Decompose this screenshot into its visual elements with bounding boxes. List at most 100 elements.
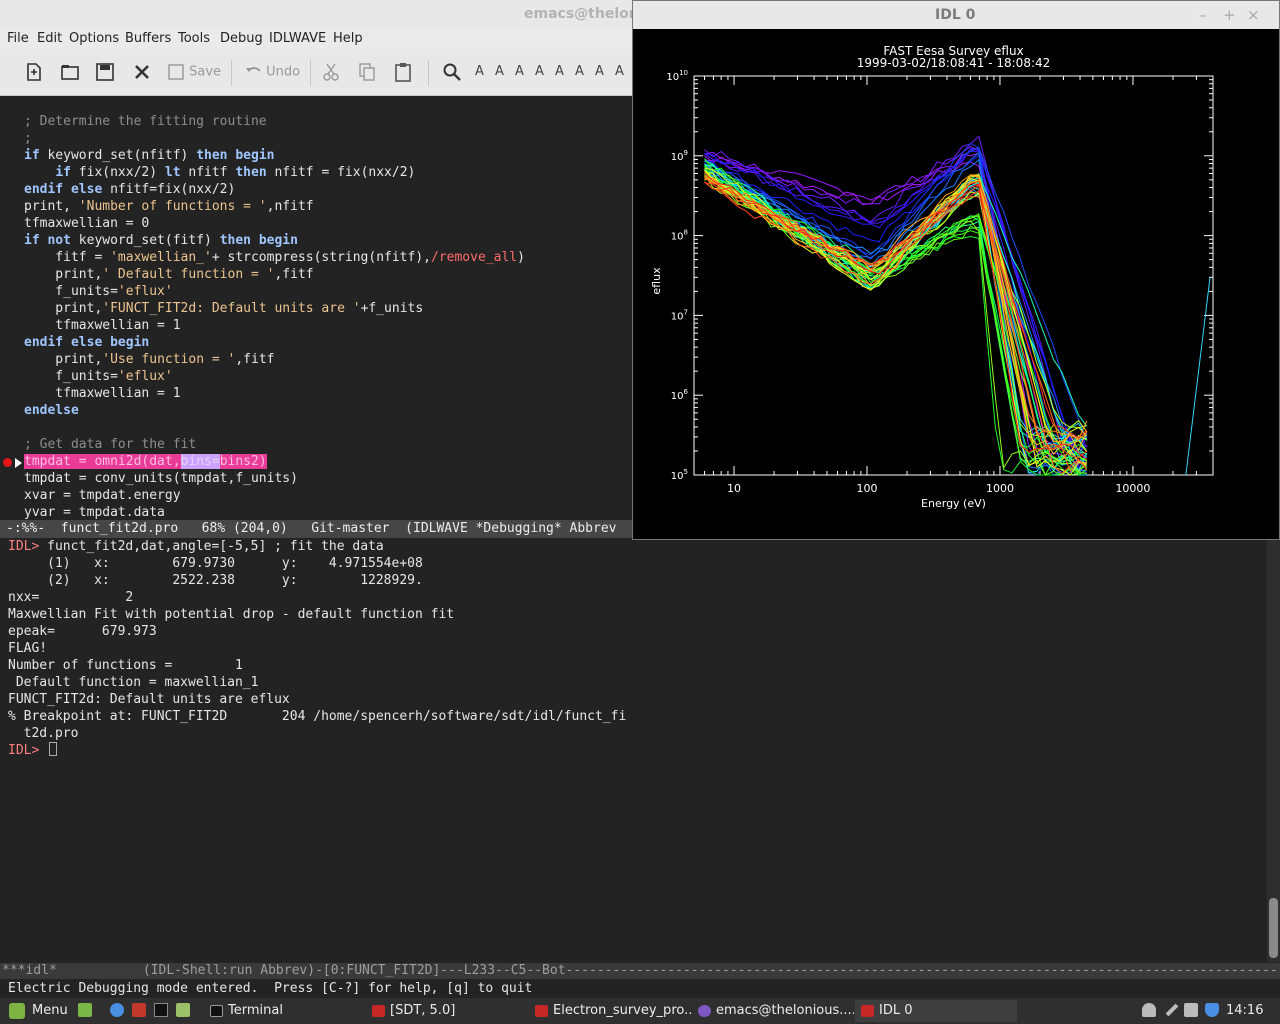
shell-text: FLAG!	[8, 641, 48, 656]
code-line[interactable]: tfmaxwellian = 1	[24, 385, 181, 402]
code-token: fix(nxx/2)	[70, 165, 165, 180]
menu-debug[interactable]: Debug	[220, 31, 263, 46]
code-token: endif else	[24, 182, 103, 197]
code-line[interactable]: f_units='eflux'	[24, 368, 173, 385]
user-icon[interactable]	[1142, 1003, 1156, 1017]
chart-subtitle: 1999-03-02/18:08:41 - 18:08:42	[857, 56, 1051, 70]
code-line[interactable]: yvar = tmpdat.data	[24, 504, 165, 521]
clock[interactable]: 14:16	[1226, 1003, 1264, 1018]
code-token: tfmaxwellian = 1	[24, 386, 181, 401]
code-line[interactable]: fitf = 'maxwellian_'+ strcompress(string…	[24, 249, 525, 266]
code-token: bins2)	[219, 454, 267, 469]
face-button[interactable]: A	[575, 64, 584, 79]
code-line[interactable]: if keyword_set(nfitf) then begin	[24, 147, 274, 164]
task-idl0[interactable]: IDL 0	[855, 1000, 1017, 1022]
search-icon[interactable]	[442, 62, 462, 84]
cut-icon[interactable]	[322, 62, 340, 84]
face-button[interactable]: A	[495, 64, 504, 79]
face-button[interactable]: A	[475, 64, 484, 79]
code-line[interactable]: tfmaxwellian = 1	[24, 317, 180, 334]
idl-shell-buffer[interactable]: IDL> funct_fit2d,dat,angle=[-5,5] ; fit …	[0, 538, 1280, 962]
maximize-icon[interactable]: +	[1223, 6, 1236, 24]
code-line[interactable]: endelse	[24, 402, 79, 419]
code-line[interactable]: endif else nfitf=fix(nxx/2)	[24, 181, 235, 198]
code-token: fitf =	[24, 250, 111, 265]
code-line[interactable]: ; Determine the fitting routine	[24, 113, 267, 130]
menu-help[interactable]: Help	[333, 31, 363, 46]
close-icon[interactable]: ×	[1247, 6, 1260, 24]
code-token: tfmaxwellian = 0	[24, 216, 150, 231]
shell-text: % Breakpoint at: FUNCT_FIT2D 204 /home/s…	[8, 709, 627, 724]
scrollbar-thumb[interactable]	[1269, 898, 1278, 958]
spectrum-curve	[704, 148, 1087, 473]
idl-prompt: IDL>	[8, 743, 48, 758]
face-button[interactable]: A	[615, 64, 624, 79]
spectrum-curve	[704, 135, 1088, 448]
new-file-icon[interactable]	[24, 62, 42, 84]
x-tick-label: 10000	[1115, 482, 1150, 495]
start-menu-button[interactable]: Menu	[4, 1000, 68, 1022]
code-line[interactable]: endif else begin	[24, 334, 149, 351]
minimize-icon[interactable]: –	[1199, 6, 1207, 24]
code-line[interactable]: print,'Use function = ',fitf	[24, 351, 274, 368]
code-line[interactable]: if not keyword_set(fitf) then begin	[24, 232, 298, 249]
shell-line: FUNCT_FIT2d: Default units are eflux	[8, 691, 290, 708]
breakpoint-icon[interactable]	[3, 458, 12, 467]
close-buffer-icon[interactable]	[133, 62, 151, 84]
text-cursor[interactable]	[49, 742, 58, 756]
task-electron-survey[interactable]: Electron_survey_pro...	[529, 1000, 691, 1022]
app-launcher-icon[interactable]	[132, 1003, 146, 1017]
menu-edit[interactable]: Edit	[37, 31, 63, 46]
paste-icon[interactable]	[394, 62, 412, 84]
menu-tools[interactable]: Tools	[178, 31, 211, 46]
menu-file[interactable]: File	[7, 31, 29, 46]
code-token: 'eflux'	[117, 369, 173, 384]
code-line[interactable]: print,'FUNCT_FIT2d: Default units are '+…	[24, 300, 423, 317]
copy-icon[interactable]	[358, 62, 376, 84]
save-disk-icon[interactable]	[95, 62, 115, 84]
face-button[interactable]: A	[555, 64, 564, 79]
pen-icon[interactable]	[1165, 1003, 1179, 1017]
code-line[interactable]: tfmaxwellian = 0	[24, 215, 149, 232]
network-icon[interactable]	[1184, 1003, 1198, 1017]
task-terminal[interactable]: Terminal	[204, 1000, 364, 1022]
sdt-icon	[535, 1005, 548, 1017]
x-tick-label: 10	[727, 482, 741, 495]
face-button[interactable]: A	[515, 64, 524, 79]
spectrum-curve	[704, 174, 1087, 466]
files-icon[interactable]	[176, 1003, 190, 1017]
face-button[interactable]: A	[535, 64, 544, 79]
code-token	[24, 165, 55, 180]
spectrum-curve	[704, 171, 1088, 460]
code-line[interactable]: print, 'Number of functions = ',nfitf	[24, 198, 314, 215]
idl-window-titlebar[interactable]: IDL 0 – + ×	[633, 1, 1279, 29]
code-token: 'eflux'	[117, 284, 173, 299]
terminal-launcher-icon[interactable]	[154, 1003, 168, 1017]
browser-icon[interactable]	[110, 1003, 124, 1017]
shell-scrollbar[interactable]	[1267, 540, 1280, 962]
task-emacs[interactable]: emacs@thelonious....	[692, 1000, 854, 1022]
save-button[interactable]: Save	[167, 62, 221, 84]
open-directory-icon[interactable]	[60, 62, 80, 84]
terminal-icon	[210, 1005, 223, 1017]
undo-button[interactable]: Undo	[244, 62, 300, 84]
code-line[interactable]: xvar = tmpdat.energy	[24, 487, 181, 504]
code-line[interactable]: f_units='eflux'	[24, 283, 173, 300]
code-line[interactable]: print,' Default function = ',fitf	[24, 266, 313, 283]
code-line[interactable]: ;	[24, 130, 32, 147]
menu-buffers[interactable]: Buffers	[125, 31, 172, 46]
shell-text: FUNCT_FIT2d: Default units are eflux	[8, 692, 290, 707]
code-line[interactable]: if fix(nxx/2) lt nfitf then nfitf = fix(…	[24, 164, 415, 181]
code-line[interactable]: tmpdat = conv_units(tmpdat,f_units)	[24, 470, 298, 487]
show-desktop-icon[interactable]	[78, 1003, 92, 1017]
x-tick-label: 100	[857, 482, 878, 495]
menu-options[interactable]: Options	[69, 31, 120, 46]
shell-text: funct_fit2d,dat,angle=[-5,5] ; fit the d…	[47, 539, 384, 554]
shield-icon[interactable]	[1205, 1003, 1219, 1017]
shell-line: nxx= 2	[8, 589, 133, 606]
task-sdt[interactable]: [SDT, 5.0]	[366, 1000, 526, 1022]
face-button[interactable]: A	[595, 64, 604, 79]
code-line[interactable]: ; Get data for the fit	[24, 436, 196, 453]
menu-idlwave[interactable]: IDLWAVE	[269, 31, 327, 46]
code-line[interactable]: tmpdat = omni2d(dat,bins=bins2)	[24, 453, 267, 470]
